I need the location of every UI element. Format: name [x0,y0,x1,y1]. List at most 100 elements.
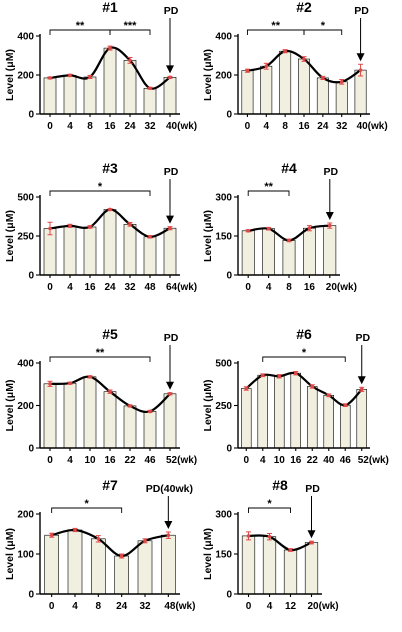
x-tick-label: 64(wk) [166,282,197,293]
data-point [148,86,152,91]
x-tick-label: 10 [84,455,96,466]
pd-label: PD [164,166,179,178]
data-point [68,73,72,78]
x-tick-label: 8 [282,121,288,132]
bar [163,227,177,276]
pd-label: PD(40wk) [146,483,193,495]
x-tick-label: 32 [144,121,156,132]
x-tick-label: 32 [336,121,348,132]
data-point [326,393,331,398]
data-point [108,389,112,394]
y-tick-label: 400 [215,32,232,43]
significance-marker: * [321,20,326,32]
significance-bracket [49,190,151,196]
bar [43,77,57,115]
data-point [168,75,172,80]
x-tick-label: 16 [84,282,96,293]
panel-5: #5 Level (μM) 0 200 400 0 4 10 16 22 46 52(wk) ** PD [4,326,197,466]
data-point [48,226,52,231]
pd-arrow-head [164,521,173,529]
significance-bracket [247,190,290,196]
x-tick-label: 48(wk) [164,601,195,612]
x-tick-label: 24 [104,282,116,293]
bar [262,536,277,595]
x-tick-label: 46 [144,455,156,466]
pd-label: PD [324,166,339,178]
bar [43,383,57,449]
y-tick-label: 400 [17,359,34,370]
data-point [343,403,348,407]
data-point [321,76,325,80]
significance-marker: ** [96,347,105,359]
y-tick-label: 200 [215,71,232,82]
significance-marker: * [267,498,272,510]
data-point [293,371,298,376]
x-tick-label: 0 [245,121,251,132]
trend-curve [51,528,169,558]
data-point [310,384,315,389]
significance-marker: * [98,181,103,193]
y-tick-label: 150 [215,550,232,561]
data-point [68,224,72,228]
x-tick-label: 22 [124,455,136,466]
panel-7: #7 Level (μM) 0 100 200 0 4 8 24 32 48(wk) * PD(40wk… [4,477,195,612]
data-point [68,381,72,385]
significance-bracket [51,507,123,513]
data-point [108,46,112,50]
x-tick-label: 4 [67,282,73,293]
x-tick-label: 40 [323,455,335,466]
panel-4: #4 Level (μM) 0 150 300 0 4 8 16 20(wk) ** PD [202,160,357,293]
panel-title: #2 [296,0,312,15]
data-point [277,374,282,379]
panel-title: #6 [296,326,312,342]
data-point [148,409,152,414]
significance-marker: ** [271,20,280,32]
x-tick-label: 20(wk) [308,601,339,612]
bar [283,549,298,595]
x-tick-label: 4 [266,282,272,293]
bar [83,376,97,449]
y-tick-label: 250 [215,401,232,412]
bar [257,374,268,449]
bar [356,389,367,449]
x-tick-label: 16 [298,121,310,132]
data-point [266,226,271,231]
y-tick-label: 100 [17,550,34,561]
y-tick-label: 200 [17,71,34,82]
x-tick-label: 4 [67,455,73,466]
x-tick-label: 8 [87,121,93,132]
y-tick-label: 400 [17,32,34,43]
significance-marker: ** [264,181,273,193]
bar [103,47,117,115]
y-tick-label: 0 [226,110,232,121]
panel-title: #3 [102,160,118,176]
data-point [245,68,250,73]
bar [241,70,254,115]
bar [103,391,117,449]
significance-bracket [248,507,291,513]
significance-bracket [109,29,151,35]
data-point [148,234,152,239]
significance-bracket [49,356,151,362]
y-tick-label: 0 [28,110,34,121]
bar [67,529,83,595]
bar [282,240,296,276]
data-point [88,75,92,79]
panel-3: #3 Level (μM) 0 250 500 0 4 16 24 32 48 64(wk) * PD [4,160,197,293]
bar [43,228,57,276]
data-point [246,229,250,233]
data-point [88,225,92,229]
bar [297,58,310,115]
y-tick-label: 150 [215,232,232,243]
data-point [128,58,132,63]
bar [137,540,153,595]
x-tick-label: 12 [285,601,297,612]
significance-marker: * [302,347,307,359]
x-tick-label: 0 [49,601,55,612]
bar [91,538,106,595]
significance-marker: ** [76,20,85,32]
y-axis-label: Level (μM) [202,210,214,262]
x-tick-label: 8 [96,601,102,612]
